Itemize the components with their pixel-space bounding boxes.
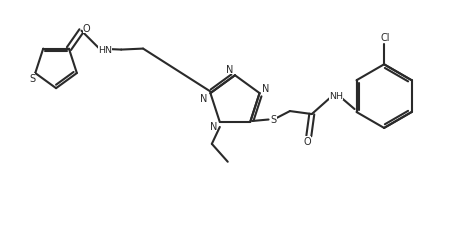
Text: S: S (271, 115, 277, 125)
Text: S: S (29, 74, 35, 84)
Text: Cl: Cl (380, 33, 390, 43)
Text: N: N (210, 122, 217, 132)
Text: N: N (226, 64, 234, 74)
Text: HN: HN (98, 45, 112, 54)
Text: N: N (200, 94, 208, 104)
Text: O: O (83, 24, 90, 33)
Text: O: O (303, 136, 311, 146)
Text: N: N (262, 83, 270, 93)
Text: NH: NH (329, 92, 343, 101)
